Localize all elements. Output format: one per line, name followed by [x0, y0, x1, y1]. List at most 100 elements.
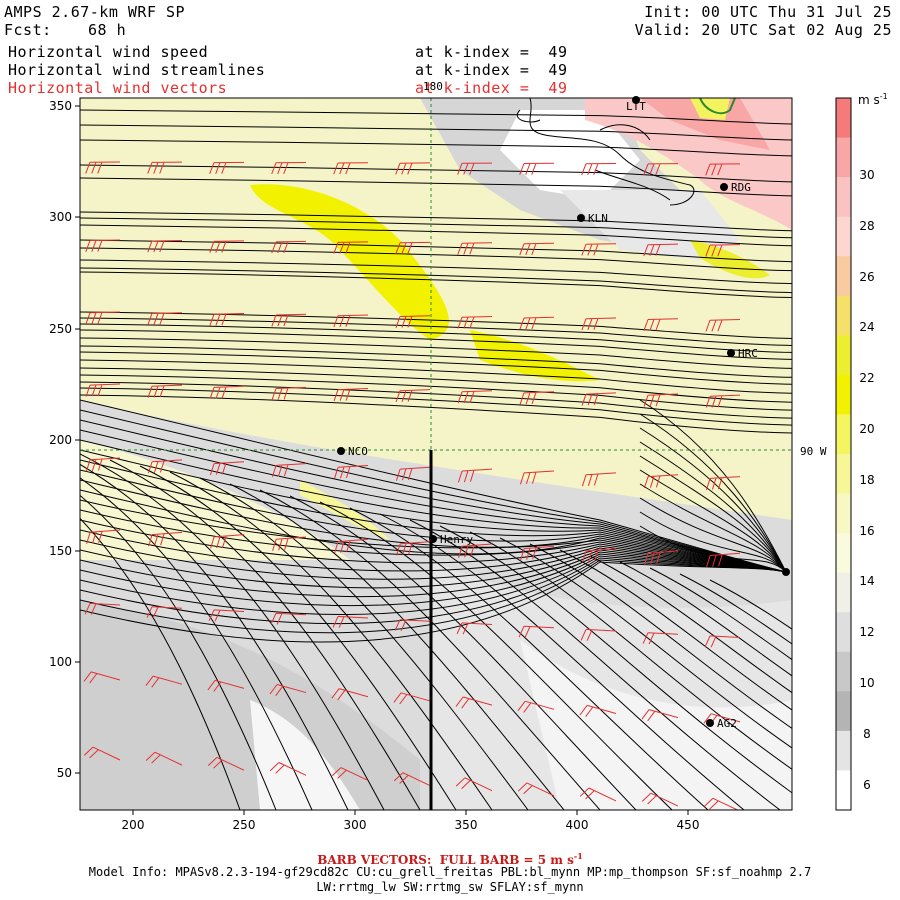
- physics-info: LW:rrtmg_lw SW:rrtmg_sw SFLAY:sf_mynn: [316, 880, 584, 894]
- wind-barb: [85, 311, 121, 325]
- wind-barb: [705, 476, 741, 491]
- streamline: [639, 483, 787, 573]
- wind-barb: [457, 468, 493, 483]
- wind-barb: [458, 543, 493, 558]
- field-streamlines-name: Horizontal wind streamlines: [8, 61, 266, 79]
- colorbar-label: 20: [859, 422, 874, 436]
- wind-barb: [83, 671, 121, 684]
- wind-barb: [395, 162, 431, 175]
- coastlines: [517, 98, 736, 206]
- streamline: [639, 413, 787, 573]
- wind-barb: [147, 459, 183, 474]
- colorbar-label: 24: [859, 320, 874, 334]
- coastline-4: [517, 109, 541, 123]
- wind-barb: [705, 318, 741, 332]
- streamline: [80, 271, 792, 299]
- streamline: [639, 399, 787, 573]
- streamline: [80, 551, 787, 598]
- streamline: [639, 525, 787, 573]
- streamline: [139, 465, 457, 810]
- wind-barb: [706, 552, 741, 568]
- wind-barb: [457, 242, 493, 255]
- streamline: [80, 359, 792, 394]
- streamline: [80, 477, 313, 810]
- colorbar-label: 6: [863, 778, 871, 792]
- streamline: [80, 317, 792, 346]
- streamline: [80, 345, 792, 378]
- shading-pink-dark: [640, 98, 770, 150]
- wind-barb: [519, 162, 555, 175]
- valid-time: Valid: 20 UTC Sat 02 Aug 25: [634, 21, 892, 39]
- wind-barb: [147, 161, 183, 174]
- streamline: [80, 553, 787, 606]
- wind-barb: [395, 389, 431, 403]
- wind-barb: [457, 390, 493, 404]
- streamline: [709, 579, 792, 630]
- wind-barb: [85, 457, 121, 472]
- colorbar-swatch: [836, 335, 851, 376]
- wind-barb: [582, 548, 617, 563]
- station-label-henry: Henry: [440, 533, 473, 546]
- wind-barb: [85, 161, 121, 174]
- wind-barb: [456, 622, 493, 635]
- wind-barb: [83, 746, 121, 761]
- station-label-kln: KLN: [588, 212, 608, 225]
- colorbar-swatch: [836, 177, 851, 218]
- colorbar-frame: [835, 97, 852, 811]
- y-axis: 350 300 250 200 150 100 50: [49, 99, 80, 780]
- streamline: [639, 511, 787, 573]
- wind-barb: [519, 242, 555, 256]
- map-frame: [79, 97, 793, 811]
- streamline: [80, 164, 792, 183]
- wind-barb: [703, 797, 739, 810]
- colorbar-label: 12: [859, 625, 874, 639]
- shading-white-upper: [500, 110, 640, 200]
- streamline: [80, 367, 792, 403]
- wind-barb: [519, 470, 555, 485]
- streamline: [80, 211, 792, 232]
- wind-barb: [331, 767, 369, 781]
- wind-barb: [579, 787, 617, 802]
- x-tick-label: 300: [344, 818, 367, 832]
- wind-barb: [271, 386, 307, 400]
- colorbar-swatch: [836, 98, 851, 139]
- colorbar-swatch: [836, 454, 851, 495]
- wind-barb: [209, 240, 245, 253]
- axes: 200 250 300 350 400 450 350 300 250 200 …: [49, 99, 699, 832]
- wind-barb: [147, 312, 183, 325]
- colorbar-label: 28: [859, 219, 874, 233]
- wind-barb: [396, 541, 431, 556]
- streamline: [639, 497, 787, 573]
- coastline-1: [529, 98, 695, 206]
- wind-barb: [393, 772, 431, 787]
- x-axis: 200 250 300 350 400 450: [122, 810, 699, 832]
- wind-barb: [517, 782, 555, 797]
- y-tick-label: 150: [49, 544, 72, 558]
- colorbar-swatch: [836, 691, 851, 732]
- streamline: [559, 549, 792, 711]
- wind-barb: [209, 161, 245, 174]
- wind-barb: [455, 777, 493, 792]
- y-tick-label: 300: [49, 210, 72, 224]
- wind-barb: [519, 391, 555, 405]
- wind-barb: [581, 317, 617, 331]
- streamline: [80, 177, 792, 197]
- streamline: [80, 453, 385, 810]
- wind-barb: [643, 318, 679, 331]
- wind-barb: [147, 239, 183, 253]
- streamline: [80, 323, 792, 353]
- coastline-3: [594, 169, 671, 201]
- wind-barb: [145, 751, 183, 766]
- wind-barb: [394, 619, 431, 632]
- y-tick-label: 250: [49, 322, 72, 336]
- station-label-hrc: HRC: [738, 347, 758, 360]
- wind-barb: [393, 692, 431, 705]
- station-label-rdg: RDG: [731, 181, 751, 194]
- streamline: [80, 555, 787, 615]
- wind-barb: [270, 612, 307, 625]
- shading-white-lower-right: [520, 640, 792, 810]
- wind-barb: [84, 602, 121, 615]
- streamline: [80, 539, 787, 580]
- wind-barb: [209, 312, 245, 326]
- colorbar-swatch: [836, 414, 851, 455]
